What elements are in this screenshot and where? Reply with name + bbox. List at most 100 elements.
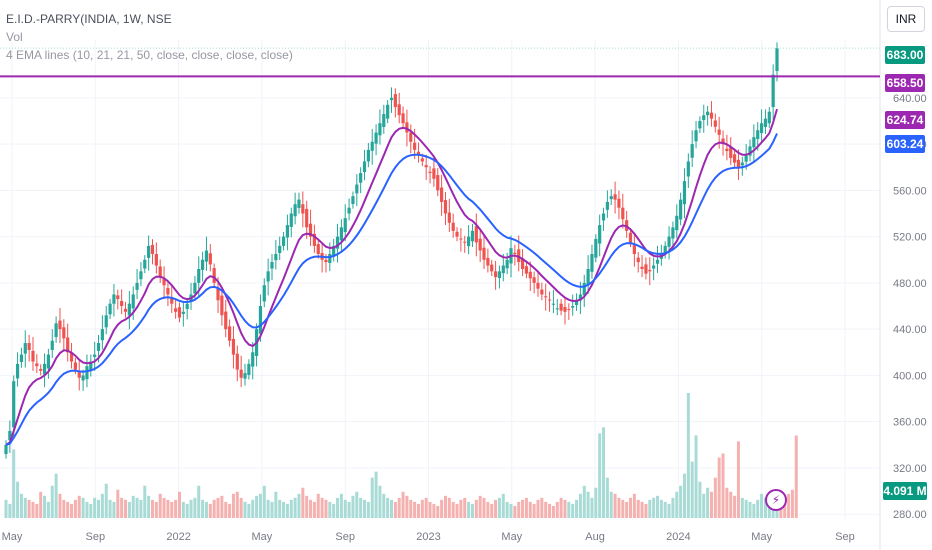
- candle-body: [478, 238, 482, 251]
- volume-bar: [763, 497, 767, 518]
- volume-bar: [524, 497, 528, 518]
- candle-body: [609, 196, 613, 200]
- volume-bar: [162, 497, 166, 518]
- volume-bar: [339, 493, 343, 518]
- volume-bar: [270, 501, 274, 518]
- volume-bar: [251, 499, 255, 518]
- candle-body: [46, 354, 51, 369]
- volume-bar: [621, 499, 625, 518]
- candle-body: [258, 306, 263, 334]
- volume-bar: [555, 501, 559, 518]
- candle-body: [486, 257, 490, 266]
- ema-legend-label[interactable]: 4 EMA lines (10, 21, 21, 50, close, clos…: [6, 48, 293, 62]
- candle-body: [505, 259, 509, 269]
- volume-bar: [116, 489, 120, 518]
- candle-body: [440, 187, 444, 202]
- volume-bar: [359, 497, 363, 518]
- volume-bar: [736, 441, 740, 518]
- volume-bar: [189, 499, 193, 518]
- volume-bar: [224, 501, 228, 518]
- candle-body: [682, 181, 687, 205]
- volume-bar: [4, 499, 8, 518]
- ema-slow-badge: 603.24: [885, 135, 925, 153]
- candle-body: [239, 369, 243, 378]
- candle-body: [174, 308, 178, 312]
- volume-bar: [262, 485, 266, 518]
- volume-bar: [675, 491, 679, 518]
- volume-bar: [482, 497, 486, 518]
- candle-body: [413, 142, 417, 150]
- candle-body: [289, 213, 293, 227]
- candle-body: [31, 350, 35, 362]
- candle-body: [4, 444, 8, 455]
- volume-bar: [297, 493, 301, 518]
- volume-bar: [521, 499, 525, 518]
- y-axis-label: 320.00: [893, 463, 927, 475]
- candle-body: [204, 250, 209, 262]
- candle-body: [374, 132, 378, 144]
- volume-bar: [413, 501, 417, 518]
- candle-body: [501, 265, 505, 274]
- x-axis-label: Aug: [585, 531, 605, 543]
- volume-bar: [586, 491, 590, 518]
- candle-body: [231, 338, 236, 355]
- volume-bar: [185, 503, 189, 518]
- volume-bar: [744, 499, 748, 518]
- candle-body: [582, 282, 586, 296]
- candle-body: [19, 354, 24, 363]
- hline-price-badge: 658.50: [885, 74, 925, 92]
- candle-body: [54, 323, 58, 338]
- volume-bar: [370, 477, 374, 518]
- volume-bar: [632, 493, 636, 518]
- volume-bar: [201, 499, 205, 518]
- candle-body: [42, 363, 47, 375]
- volume-bar: [686, 393, 690, 518]
- x-axis-label: 2022: [166, 531, 190, 543]
- candle-body: [201, 259, 205, 270]
- candle-body: [143, 259, 147, 269]
- candle-body: [166, 287, 170, 295]
- candle-body: [652, 265, 656, 269]
- candle-body: [721, 138, 725, 145]
- volume-bar: [100, 493, 104, 518]
- lightning-bolt-icon[interactable]: ⚡: [765, 489, 787, 511]
- volume-bar: [50, 485, 54, 518]
- volume-bar: [443, 495, 447, 518]
- volume-bar: [559, 497, 563, 518]
- candle-body: [139, 271, 143, 280]
- candle-body: [262, 285, 266, 302]
- currency-button[interactable]: INR: [887, 6, 925, 32]
- volume-legend-label[interactable]: Vol: [6, 30, 23, 44]
- candle-body: [181, 311, 185, 314]
- volume-bar: [787, 493, 791, 518]
- volume-bar: [706, 487, 710, 518]
- candle-body: [77, 371, 81, 378]
- candle-body: [285, 225, 290, 238]
- volume-bar: [309, 499, 313, 518]
- volume-bar: [713, 477, 717, 518]
- candle-body: [690, 144, 694, 158]
- volume-bar: [578, 493, 582, 518]
- volume-bar: [474, 499, 478, 518]
- candle-body: [547, 299, 552, 301]
- volume-bar: [212, 499, 216, 518]
- volume-bar: [440, 499, 444, 518]
- candle-body: [266, 271, 270, 282]
- candle-body: [601, 213, 606, 221]
- ema-fast-line: [5, 108, 778, 446]
- candle-body: [312, 233, 316, 246]
- candle-body: [50, 340, 54, 350]
- volume-bar: [282, 501, 286, 518]
- candle-body: [617, 198, 621, 208]
- volume-bar: [305, 495, 309, 518]
- volume-bar: [682, 473, 686, 518]
- symbol-title[interactable]: E.I.D.-PARRY(INDIA, 1W, NSE: [6, 12, 172, 26]
- candle-body: [66, 337, 70, 353]
- candle-body: [517, 249, 521, 263]
- candle-body: [729, 146, 733, 158]
- volume-bar: [729, 491, 733, 518]
- candle-body: [744, 155, 748, 162]
- candle-body: [251, 352, 255, 367]
